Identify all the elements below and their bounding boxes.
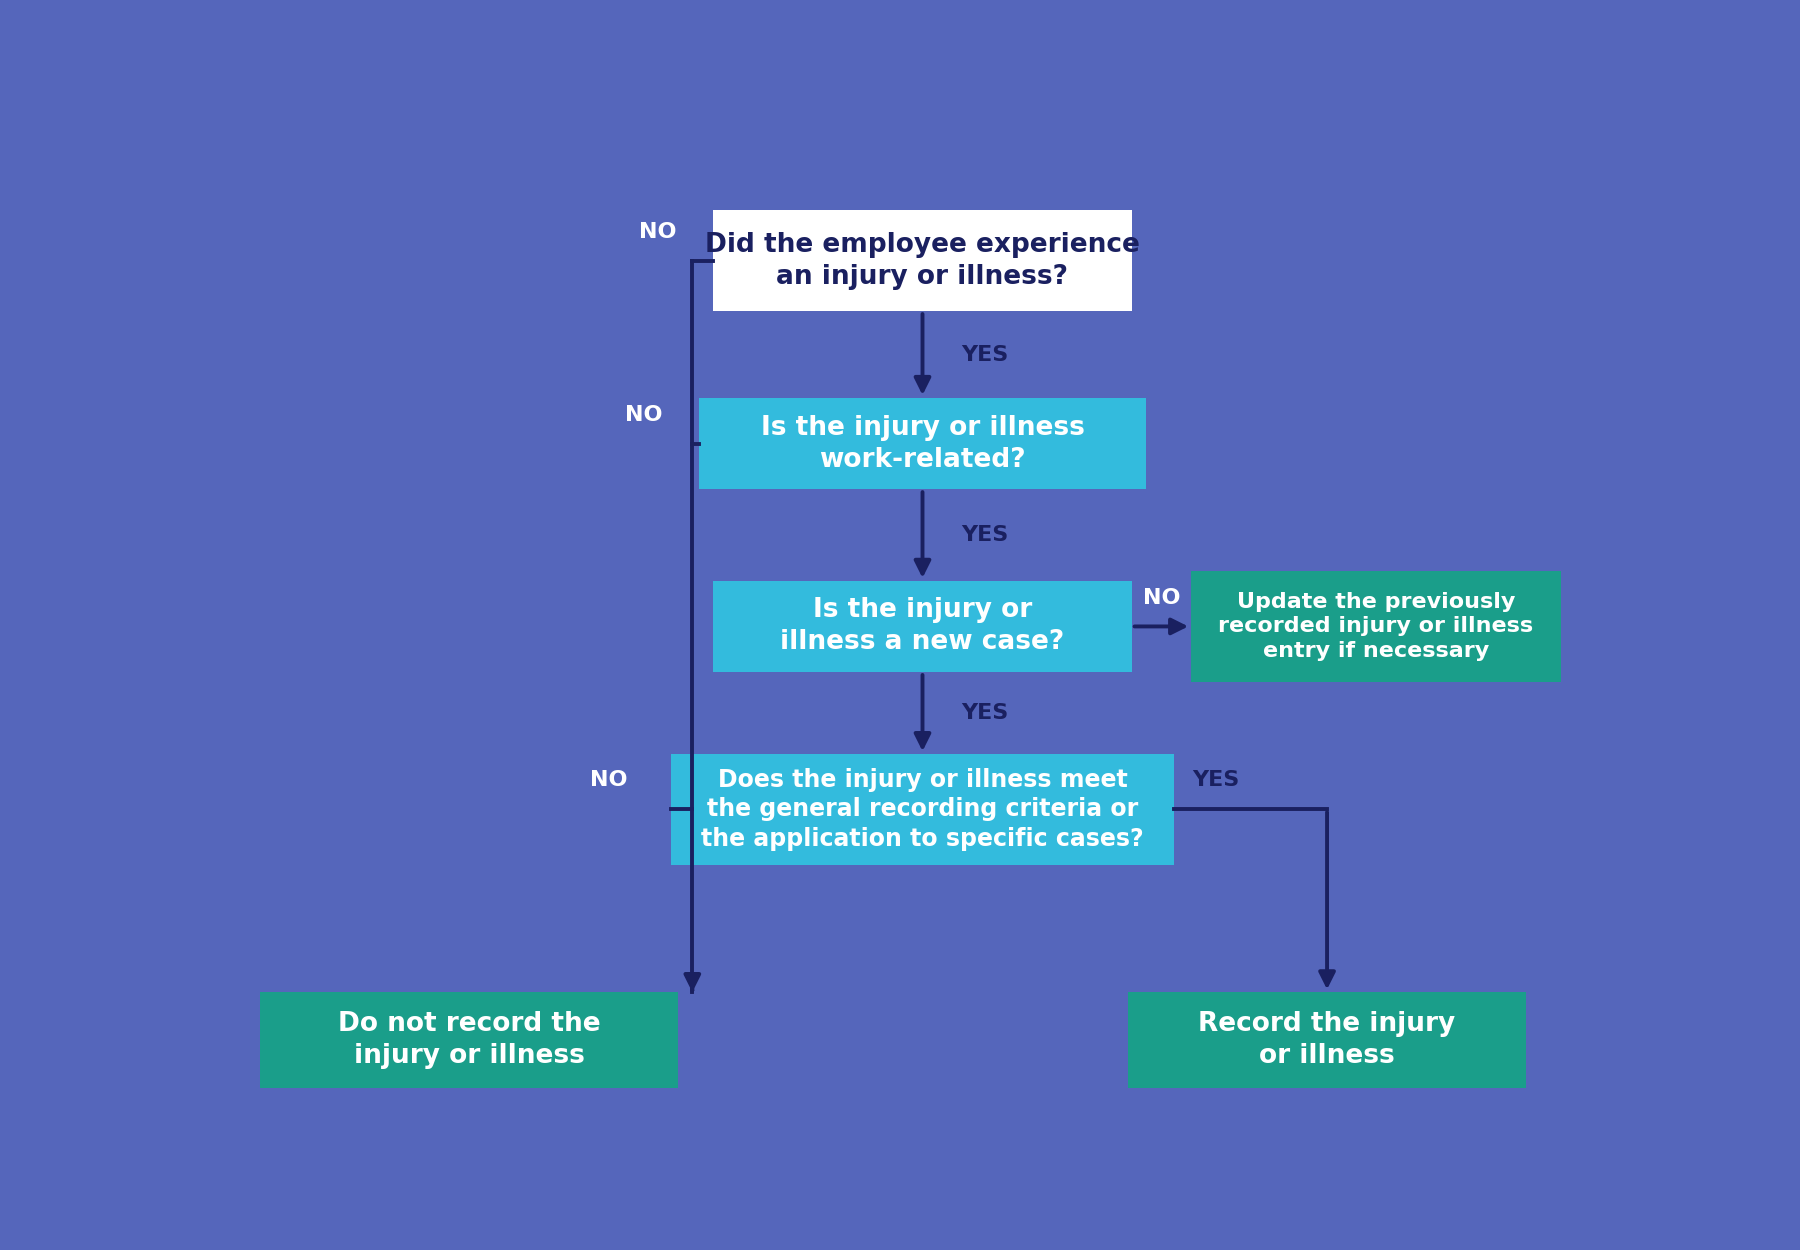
- Text: YES: YES: [961, 525, 1008, 545]
- Text: Did the employee experience
an injury or illness?: Did the employee experience an injury or…: [706, 231, 1139, 290]
- FancyBboxPatch shape: [1129, 992, 1526, 1089]
- Text: Do not record the
injury or illness: Do not record the injury or illness: [338, 1011, 601, 1069]
- FancyBboxPatch shape: [713, 581, 1132, 672]
- FancyBboxPatch shape: [1192, 571, 1561, 681]
- FancyBboxPatch shape: [259, 992, 679, 1089]
- Text: Does the injury or illness meet
the general recording criteria or
the applicatio: Does the injury or illness meet the gene…: [702, 768, 1143, 851]
- Text: NO: NO: [625, 405, 662, 425]
- Text: YES: YES: [961, 703, 1008, 722]
- Text: Is the injury or illness
work-related?: Is the injury or illness work-related?: [761, 415, 1084, 472]
- Text: Record the injury
or illness: Record the injury or illness: [1199, 1011, 1456, 1069]
- Text: NO: NO: [590, 770, 628, 790]
- Text: YES: YES: [961, 345, 1008, 365]
- Text: NO: NO: [1143, 588, 1181, 608]
- Text: NO: NO: [639, 221, 677, 241]
- Text: Is the injury or
illness a new case?: Is the injury or illness a new case?: [781, 598, 1064, 655]
- Text: YES: YES: [1192, 770, 1238, 790]
- Text: Update the previously
recorded injury or illness
entry if necessary: Update the previously recorded injury or…: [1219, 591, 1534, 661]
- FancyBboxPatch shape: [671, 754, 1174, 865]
- FancyBboxPatch shape: [698, 398, 1145, 489]
- FancyBboxPatch shape: [713, 210, 1132, 311]
